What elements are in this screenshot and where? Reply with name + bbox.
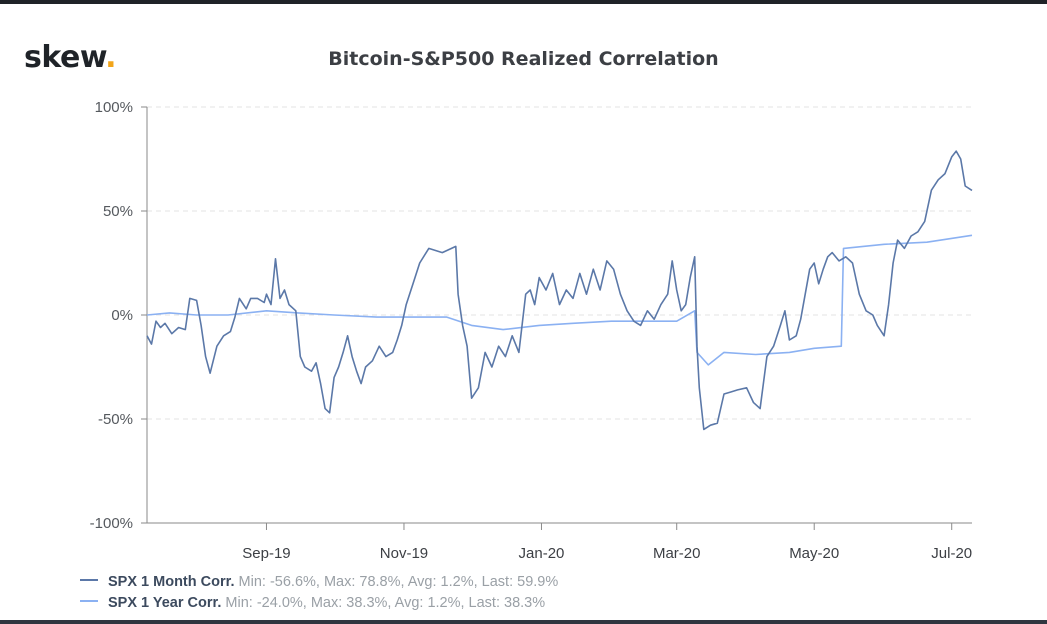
y-tick-label: 0% — [111, 307, 133, 324]
x-tick-label: Sep-19 — [242, 545, 290, 562]
legend-label-1-year: SPX 1 Year Corr. — [108, 595, 222, 611]
x-tick-label: May-20 — [789, 545, 839, 562]
y-tick-label: -100% — [90, 515, 133, 532]
legend-stats-1-year: Min: -24.0%, Max: 38.3%, Avg: 1.2%, Last… — [225, 595, 546, 611]
y-tick-label: 100% — [95, 99, 133, 116]
x-tick-label: Jul-20 — [931, 545, 972, 562]
series-line-1-month — [146, 150, 973, 431]
legend-stats-1-month: Min: -56.6%, Max: 78.8%, Avg: 1.2%, Last… — [238, 574, 559, 590]
top-border — [0, 0, 1047, 4]
skew-logo: skew. — [24, 40, 117, 75]
chart-title: Bitcoin-S&P500 Realized Correlation — [328, 48, 719, 70]
legend-swatch-1-month — [80, 579, 98, 582]
y-tick-label: 50% — [103, 203, 133, 220]
series-line-1-year — [146, 234, 973, 366]
bottom-border — [0, 620, 1047, 624]
x-tick-label: Jan-20 — [519, 545, 565, 562]
x-tick-label: Mar-20 — [653, 545, 701, 562]
legend-swatch-1-year — [80, 600, 98, 603]
legend-label-1-month: SPX 1 Month Corr. — [108, 574, 235, 590]
legend-item-1-month[interactable]: SPX 1 Month Corr. Min: -56.6%, Max: 78.8… — [80, 574, 558, 590]
x-tick-label: Nov-19 — [380, 545, 428, 562]
legend-item-1-year[interactable]: SPX 1 Year Corr. Min: -24.0%, Max: 38.3%… — [80, 595, 545, 611]
y-tick-label: -50% — [98, 411, 133, 428]
